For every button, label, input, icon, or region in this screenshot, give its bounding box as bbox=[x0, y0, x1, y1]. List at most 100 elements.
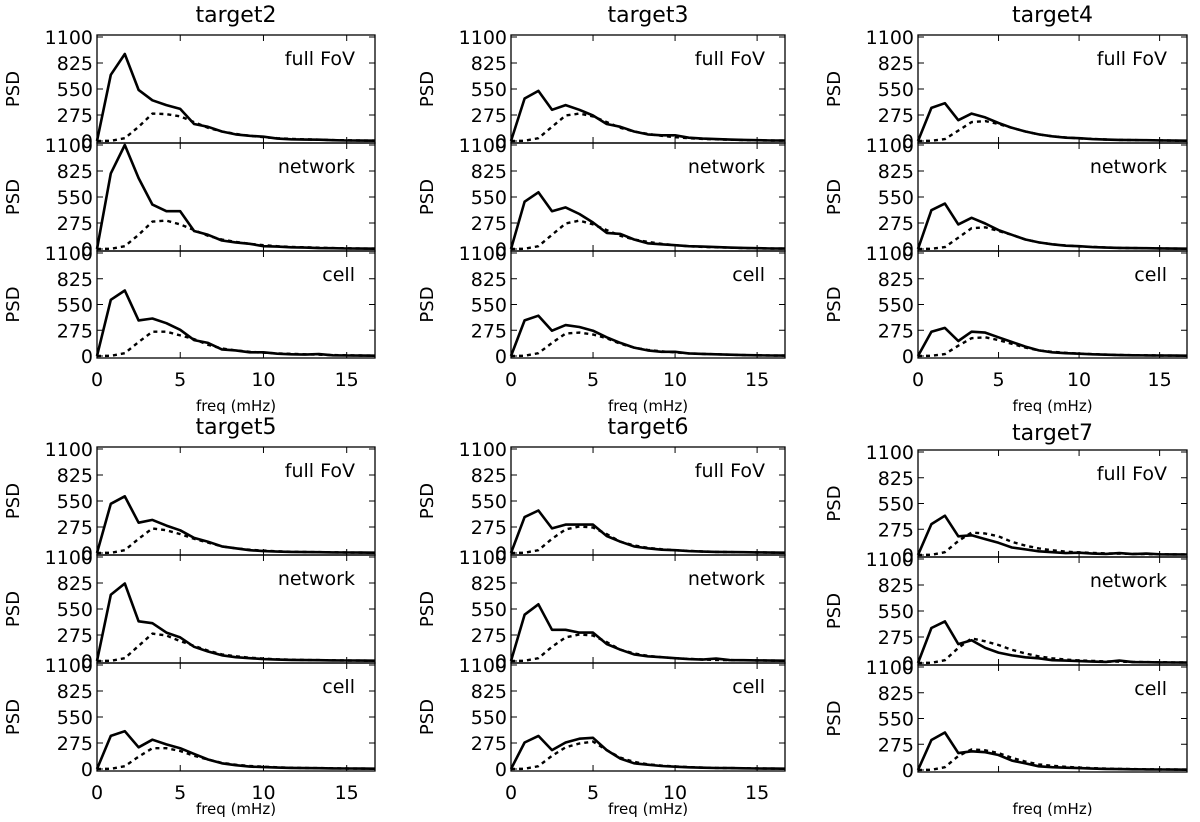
x-tick-label: 0 bbox=[912, 369, 924, 391]
panel-label: full FoV bbox=[285, 48, 355, 70]
y-axis-label: PSD bbox=[824, 700, 845, 736]
y-tick-label: 0 bbox=[902, 653, 914, 675]
series-solid bbox=[509, 602, 785, 662]
y-axis-label: PSD bbox=[417, 591, 438, 627]
series-solid bbox=[916, 514, 1187, 556]
series-solid bbox=[916, 620, 1187, 664]
y-tick-label: 825 bbox=[878, 575, 914, 597]
panel-cell: 0 275 550 825 1100 PSD cell bbox=[824, 657, 1188, 782]
series-solid bbox=[916, 202, 1187, 250]
panel-label: full FoV bbox=[695, 460, 765, 482]
panel-label: network bbox=[278, 156, 355, 178]
panel-label: full FoV bbox=[1097, 48, 1167, 70]
chart-target2: target2 0 275 550 825 1100 PSD full FoV 0 275 550 8… bbox=[3, 3, 376, 415]
chart-title: target3 bbox=[608, 3, 689, 28]
y-tick-label: 275 bbox=[471, 517, 507, 539]
x-tick-label: 0 bbox=[505, 782, 517, 804]
series-solid bbox=[95, 52, 375, 142]
y-tick-label: 275 bbox=[878, 519, 914, 541]
x-tick-label: 5 bbox=[174, 369, 186, 391]
y-tick-label: 825 bbox=[471, 269, 507, 291]
x-tick-label: 10 bbox=[1067, 369, 1091, 391]
chart-target4: target4 0 275 550 825 1100 PSD full FoV 0 275 550 8… bbox=[824, 3, 1188, 415]
y-tick-label: 825 bbox=[878, 161, 914, 183]
y-tick-label: 0 bbox=[902, 760, 914, 782]
series-solid bbox=[509, 89, 785, 142]
panel-full-fov: 0 275 550 825 1100 PSD full FoV bbox=[3, 27, 376, 153]
y-axis-label: PSD bbox=[3, 71, 24, 107]
y-tick-label: 275 bbox=[57, 517, 93, 539]
x-tick-label: 10 bbox=[251, 782, 275, 804]
series-dashed bbox=[510, 740, 785, 771]
chart-title: target6 bbox=[608, 415, 689, 440]
chart-title: target5 bbox=[196, 415, 277, 440]
panel-label: network bbox=[1090, 570, 1167, 592]
y-tick-label: 550 bbox=[878, 601, 914, 623]
y-tick-label: 550 bbox=[471, 599, 507, 621]
series-dashed bbox=[510, 112, 785, 143]
x-tick-label: 0 bbox=[91, 782, 103, 804]
y-tick-label: 1100 bbox=[45, 439, 93, 461]
y-tick-label: 0 bbox=[495, 543, 507, 565]
y-tick-label: 1100 bbox=[459, 439, 507, 461]
x-tick-label: 0 bbox=[505, 369, 517, 391]
y-tick-label: 1100 bbox=[866, 135, 914, 157]
panel-label: full FoV bbox=[1097, 463, 1167, 485]
y-tick-label: 825 bbox=[57, 161, 93, 183]
y-tick-label: 825 bbox=[57, 465, 93, 487]
x-tick-label: 15 bbox=[745, 369, 769, 391]
series-dashed bbox=[96, 330, 375, 358]
y-tick-label: 550 bbox=[878, 295, 914, 317]
panel-cell: 0 275 550 825 1100 PSD cell bbox=[3, 243, 376, 368]
y-tick-label: 825 bbox=[57, 573, 93, 595]
y-tick-label: 275 bbox=[471, 733, 507, 755]
y-tick-label: 1100 bbox=[459, 655, 507, 677]
y-tick-label: 550 bbox=[471, 79, 507, 101]
y-tick-label: 275 bbox=[878, 734, 914, 756]
x-tick-label: 15 bbox=[1148, 369, 1172, 391]
series-dashed bbox=[917, 748, 1187, 772]
y-tick-label: 0 bbox=[81, 651, 93, 673]
y-tick-label: 825 bbox=[471, 53, 507, 75]
panel-label: network bbox=[688, 156, 765, 178]
series-solid bbox=[95, 143, 375, 250]
y-tick-label: 550 bbox=[471, 491, 507, 513]
chart-title: target7 bbox=[1012, 421, 1093, 446]
y-tick-label: 550 bbox=[471, 707, 507, 729]
y-axis-label: PSD bbox=[3, 286, 24, 322]
y-tick-label: 0 bbox=[81, 131, 93, 153]
chart-target6: target6 0 275 550 825 1100 PSD full FoV 0 275 550 8… bbox=[417, 415, 786, 818]
y-tick-label: 1100 bbox=[866, 657, 914, 679]
chart-title: target4 bbox=[1012, 3, 1093, 28]
y-axis-label: PSD bbox=[3, 179, 24, 215]
series-dashed bbox=[96, 219, 375, 251]
panel-full-fov: 0 275 550 825 1100 PSD full FoV bbox=[417, 439, 786, 565]
x-axis-label: freq (mHz) bbox=[196, 397, 276, 415]
x-tick-label: 10 bbox=[251, 369, 275, 391]
y-tick-label: 825 bbox=[471, 573, 507, 595]
y-tick-label: 1100 bbox=[45, 243, 93, 265]
y-tick-label: 1100 bbox=[866, 442, 914, 464]
x-tick-label: 0 bbox=[91, 369, 103, 391]
y-axis-label: PSD bbox=[824, 286, 845, 322]
chart-target5: target5 0 275 550 825 1100 PSD full FoV 0 275 550 8… bbox=[3, 415, 376, 818]
series-dashed bbox=[917, 637, 1187, 665]
y-tick-label: 0 bbox=[902, 346, 914, 368]
panel-label: cell bbox=[1134, 678, 1167, 700]
y-tick-label: 275 bbox=[57, 213, 93, 235]
y-axis-label: PSD bbox=[3, 699, 24, 735]
panel-label: cell bbox=[1134, 264, 1167, 286]
y-tick-label: 1100 bbox=[459, 27, 507, 49]
y-tick-label: 550 bbox=[57, 187, 93, 209]
y-tick-label: 550 bbox=[471, 295, 507, 317]
series-solid bbox=[916, 731, 1187, 771]
y-tick-label: 550 bbox=[878, 709, 914, 731]
y-axis-label: PSD bbox=[417, 483, 438, 519]
panel-full-fov: 0 275 550 825 1100 PSD full FoV bbox=[824, 442, 1188, 567]
y-axis-label: PSD bbox=[417, 286, 438, 322]
y-tick-label: 1100 bbox=[45, 655, 93, 677]
y-tick-label: 550 bbox=[878, 494, 914, 516]
y-tick-label: 825 bbox=[57, 681, 93, 703]
x-tick-label: 5 bbox=[587, 782, 599, 804]
series-dashed bbox=[510, 219, 785, 251]
